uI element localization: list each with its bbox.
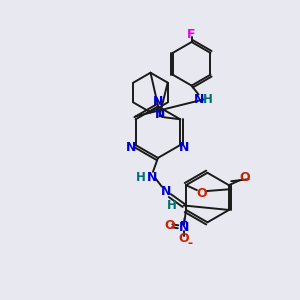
Text: N: N <box>161 185 171 198</box>
Text: +: + <box>180 217 188 227</box>
Text: N: N <box>126 141 136 154</box>
Text: O: O <box>179 232 189 245</box>
Text: N: N <box>147 171 157 184</box>
Text: H: H <box>202 93 212 106</box>
Text: N: N <box>194 93 205 106</box>
Text: O: O <box>239 171 250 184</box>
Text: F: F <box>188 28 196 40</box>
Text: H: H <box>136 171 146 184</box>
Text: O: O <box>165 219 176 232</box>
Text: N: N <box>179 221 189 234</box>
Text: N: N <box>155 108 166 121</box>
Text: H: H <box>167 199 177 212</box>
Text: -: - <box>188 237 193 250</box>
Text: N: N <box>179 141 190 154</box>
Text: N: N <box>153 95 163 108</box>
Text: O: O <box>196 187 207 200</box>
